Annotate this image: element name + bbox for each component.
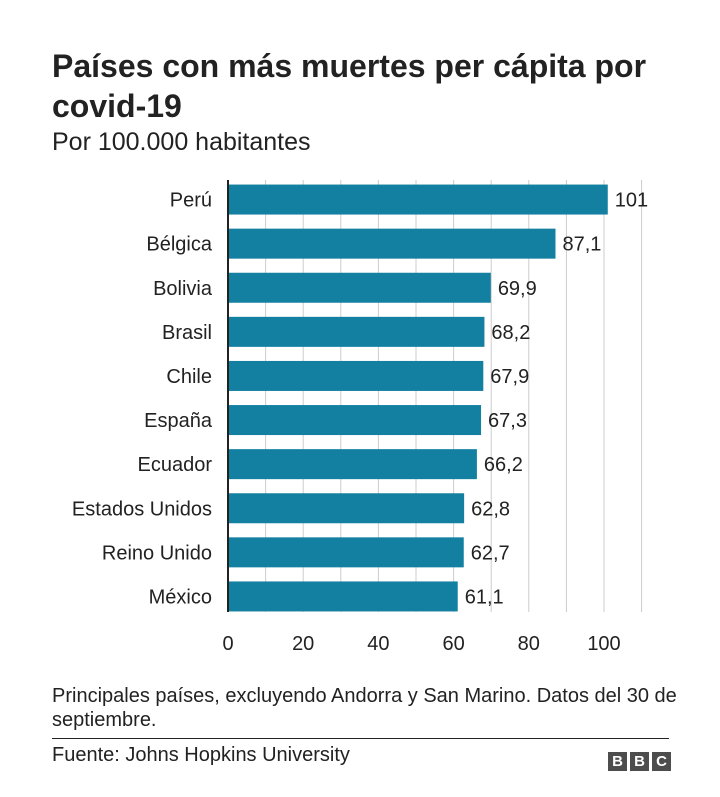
bar [228, 493, 465, 524]
chart-subtitle: Por 100.000 habitantes [52, 128, 311, 156]
category-label: Estados Unidos [72, 498, 212, 520]
bar [228, 316, 485, 347]
bar [228, 228, 556, 259]
footnote: Principales países, excluyendo Andorra y… [52, 685, 677, 731]
value-label: 66,2 [484, 454, 523, 476]
category-label: Brasil [162, 322, 212, 344]
category-label: México [149, 586, 212, 608]
x-tick-label: 0 [222, 633, 233, 655]
x-tick-label: 60 [442, 633, 464, 655]
bar-chart: Perú 101 Bélgica 87,1 Bolivia 69,9 Brasil 68,2 C… [72, 180, 648, 655]
bar [228, 537, 464, 568]
bar [228, 581, 458, 612]
category-label: España [144, 410, 213, 432]
value-label: 67,3 [488, 410, 527, 432]
x-tick-label: 80 [518, 633, 540, 655]
chart-title: Países con más muertes per cápita por co… [52, 48, 647, 124]
value-label: 62,7 [471, 542, 510, 564]
bbc-logo-letter: C [652, 752, 671, 771]
value-label: 87,1 [562, 234, 601, 256]
category-label: Bolivia [153, 278, 213, 300]
bar [228, 184, 608, 215]
x-tick-label: 40 [367, 633, 389, 655]
x-tick-label: 100 [587, 633, 620, 655]
category-label: Perú [170, 190, 212, 212]
value-label: 67,9 [490, 366, 529, 388]
value-label: 69,9 [498, 278, 537, 300]
bbc-logo-letter: B [630, 752, 649, 771]
bbc-logo: B B C [608, 752, 671, 771]
category-label: Ecuador [138, 454, 213, 476]
category-label: Reino Unido [102, 542, 212, 564]
category-label: Chile [166, 366, 212, 388]
category-label: Bélgica [146, 234, 212, 256]
bar [228, 360, 484, 391]
value-label: 68,2 [491, 322, 530, 344]
footer-divider [52, 738, 669, 739]
bar [228, 449, 477, 480]
x-tick-label: 20 [292, 633, 314, 655]
value-label: 61,1 [465, 586, 504, 608]
source-text: Fuente: Johns Hopkins University [52, 744, 350, 766]
bbc-logo-letter: B [608, 752, 627, 771]
bar [228, 405, 482, 436]
bar [228, 272, 491, 303]
value-label: 101 [615, 190, 648, 212]
value-label: 62,8 [471, 498, 510, 520]
